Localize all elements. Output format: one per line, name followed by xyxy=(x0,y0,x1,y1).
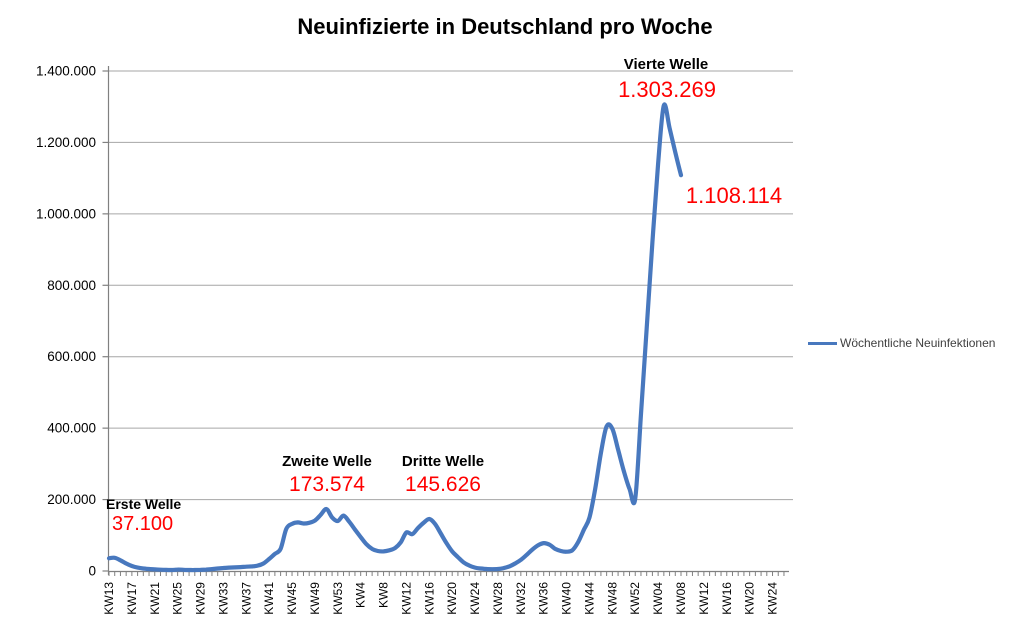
x-axis-tick-label: KW04 xyxy=(651,582,665,615)
x-axis-tick-label: KW32 xyxy=(514,582,528,615)
x-axis-tick-label: KW16 xyxy=(422,582,436,615)
annotation-vierte-welle-label: Vierte Welle xyxy=(623,56,709,73)
x-axis-tick-label: KW21 xyxy=(148,582,162,615)
annotation-dritte-welle-label: Dritte Welle xyxy=(401,453,485,470)
y-axis-tick-label: 0 xyxy=(88,564,96,579)
y-axis-tick-label: 200.000 xyxy=(47,492,96,507)
x-axis-tick-label: KW45 xyxy=(285,582,299,615)
x-axis-tick-label: KW24 xyxy=(468,582,482,615)
legend-line-swatch xyxy=(808,341,837,345)
annotation-erste-welle-value: 37.100 xyxy=(112,513,174,535)
x-axis-tick-label: KW12 xyxy=(697,582,711,615)
annotation-zweite-welle-value: 173.574 xyxy=(289,473,365,496)
x-axis-tick-label: KW08 xyxy=(674,582,688,615)
x-axis-tick-label: KW16 xyxy=(720,582,734,615)
y-axis-tick-label: 1.400.000 xyxy=(36,64,96,79)
x-axis-tick-label: KW17 xyxy=(125,582,139,615)
x-axis-tick-label: KW49 xyxy=(308,582,322,615)
annotation-letzter-wert-value: 1.108.114 xyxy=(685,183,783,208)
x-axis-tick-label: KW28 xyxy=(491,582,505,615)
annotation-zweite-welle-label: Zweite Welle xyxy=(282,453,372,470)
annotation-dritte-welle-value: 145.626 xyxy=(405,473,481,496)
y-axis-tick-label: 1.000.000 xyxy=(36,206,96,221)
x-axis-tick-label: KW4 xyxy=(354,582,368,608)
x-axis-tick-label: KW52 xyxy=(628,582,642,615)
legend: Wöchentliche Neuinfektionen xyxy=(808,336,995,350)
x-axis-tick-label: KW44 xyxy=(582,582,596,615)
x-axis-tick-label: KW25 xyxy=(171,582,185,615)
x-axis-tick-label: KW29 xyxy=(194,582,208,615)
x-axis-tick-label: KW40 xyxy=(560,582,574,615)
x-axis-tick-label: KW36 xyxy=(537,582,551,615)
annotation-erste-welle-label: Erste Welle xyxy=(106,496,182,512)
x-axis-tick-label: KW20 xyxy=(743,582,757,615)
y-axis-tick-label: 400.000 xyxy=(47,421,96,436)
annotation-vierte-welle-value: 1.303.269 xyxy=(618,77,716,102)
legend-label: Wöchentliche Neuinfektionen xyxy=(840,336,996,350)
x-axis-tick-label: KW24 xyxy=(766,582,780,615)
x-axis-tick-label: KW20 xyxy=(445,582,459,615)
x-axis-tick-label: KW13 xyxy=(102,582,116,615)
x-axis-tick-label: KW41 xyxy=(262,582,276,615)
x-axis-tick-label: KW37 xyxy=(239,582,253,615)
infections-line-series xyxy=(106,102,684,573)
x-axis-tick-label: KW48 xyxy=(605,582,619,615)
x-axis-tick-label: KW12 xyxy=(399,582,413,615)
chart-title: Neuinfizierte in Deutschland pro Woche xyxy=(297,14,713,39)
y-axis-tick-label: 800.000 xyxy=(47,278,96,293)
x-axis-tick-label: KW8 xyxy=(377,582,391,608)
x-axis-tick-label: KW33 xyxy=(216,582,230,615)
x-axis-tick-label: KW53 xyxy=(331,582,345,615)
y-axis-tick-label: 600.000 xyxy=(47,349,96,364)
y-axis-tick-label: 1.200.000 xyxy=(36,135,96,150)
